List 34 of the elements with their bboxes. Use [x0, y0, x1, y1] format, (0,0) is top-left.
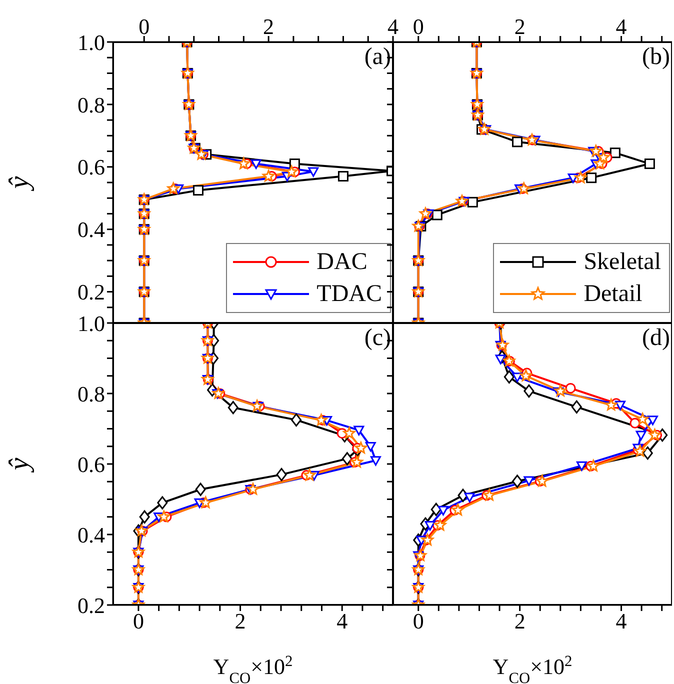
- x-tick-label: 4: [616, 608, 627, 634]
- y-tick-label: 0.6: [78, 452, 105, 477]
- y-tick-label: 0.2: [78, 280, 105, 305]
- y-tick-label: 0.8: [78, 92, 105, 118]
- annotation: (d): [642, 325, 670, 351]
- legend-label: TDAC: [316, 280, 382, 308]
- legend-label: DAC: [316, 248, 368, 276]
- x-tick-label: 2: [514, 608, 526, 634]
- legend-label: Skeletal: [584, 248, 661, 276]
- y-tick-label: 0.4: [78, 522, 105, 548]
- legend-label: Detail: [584, 280, 642, 308]
- x-axis-title: Y$_{CO}$×10$^{2}$: [492, 652, 572, 684]
- y-tick-label: 1.0: [78, 310, 105, 336]
- y-tick-label: 0.4: [78, 217, 105, 242]
- y-tick-label: 1.0: [78, 30, 105, 55]
- x-tick-label: 2: [234, 608, 246, 634]
- annotation: (c): [364, 325, 391, 351]
- annotation: (b): [642, 44, 670, 70]
- x-axis-title: Y$_{CO}$×10$^{2}$: [213, 652, 293, 684]
- annotation: (a): [364, 44, 391, 70]
- x-tick-label: 0: [412, 608, 424, 634]
- y-tick-label: 0.2: [78, 592, 105, 618]
- x-tick-label: 2: [263, 14, 274, 39]
- x-tick-label: 0: [138, 14, 150, 39]
- x-tick-label: 4: [616, 14, 627, 39]
- x-tick-label: 4: [336, 608, 348, 634]
- y-axis-title: ŷ: [4, 457, 35, 474]
- x-tick-label: 0: [132, 608, 144, 634]
- x-tick-label: 4: [388, 14, 398, 39]
- y-tick-label: 0.6: [78, 154, 105, 180]
- x-tick-label: 0: [412, 14, 424, 39]
- x-tick-label: 2: [514, 14, 526, 39]
- y-tick-label: 0.8: [78, 381, 105, 406]
- y-axis-title: ŷ: [4, 176, 35, 192]
